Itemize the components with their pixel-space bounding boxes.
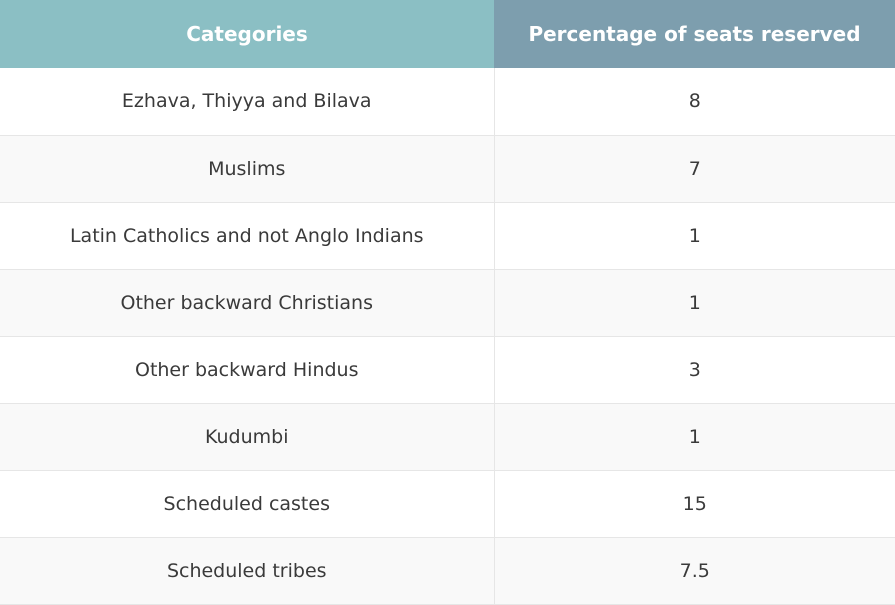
category-cell: Ezhava, Thiyya and Bilava bbox=[0, 68, 495, 136]
category-cell: Scheduled tribes bbox=[0, 537, 495, 605]
header-row: Categories Percentage of seats reserved bbox=[0, 0, 895, 68]
table-header: Categories Percentage of seats reserved bbox=[0, 0, 895, 68]
percentage-cell: 3 bbox=[494, 336, 895, 404]
category-cell: Scheduled castes bbox=[0, 470, 495, 538]
percentage-cell: 1 bbox=[494, 269, 895, 337]
table-row: Other backward Hindus 3 bbox=[0, 336, 895, 404]
table-row: Scheduled castes 15 bbox=[0, 470, 895, 538]
header-categories: Categories bbox=[0, 0, 494, 68]
table-row: Latin Catholics and not Anglo Indians 1 bbox=[0, 202, 895, 270]
percentage-cell: 1 bbox=[494, 403, 895, 471]
percentage-cell: 7 bbox=[494, 135, 895, 203]
category-cell: Other backward Christians bbox=[0, 269, 495, 337]
table-row: Muslims 7 bbox=[0, 135, 895, 203]
percentage-cell: 15 bbox=[494, 470, 895, 538]
percentage-cell: 8 bbox=[494, 68, 895, 136]
table-row: Kudumbi 1 bbox=[0, 403, 895, 471]
category-cell: Kudumbi bbox=[0, 403, 495, 471]
table-row: Ezhava, Thiyya and Bilava 8 bbox=[0, 68, 895, 136]
table-body: Ezhava, Thiyya and Bilava 8 Muslims 7 La… bbox=[0, 68, 895, 605]
category-cell: Latin Catholics and not Anglo Indians bbox=[0, 202, 495, 270]
table-row: Scheduled tribes 7.5 bbox=[0, 537, 895, 605]
category-cell: Muslims bbox=[0, 135, 495, 203]
percentage-cell: 7.5 bbox=[494, 537, 895, 605]
table-row: Other backward Christians 1 bbox=[0, 269, 895, 337]
header-percentage: Percentage of seats reserved bbox=[494, 0, 895, 68]
percentage-cell: 1 bbox=[494, 202, 895, 270]
category-cell: Other backward Hindus bbox=[0, 336, 495, 404]
